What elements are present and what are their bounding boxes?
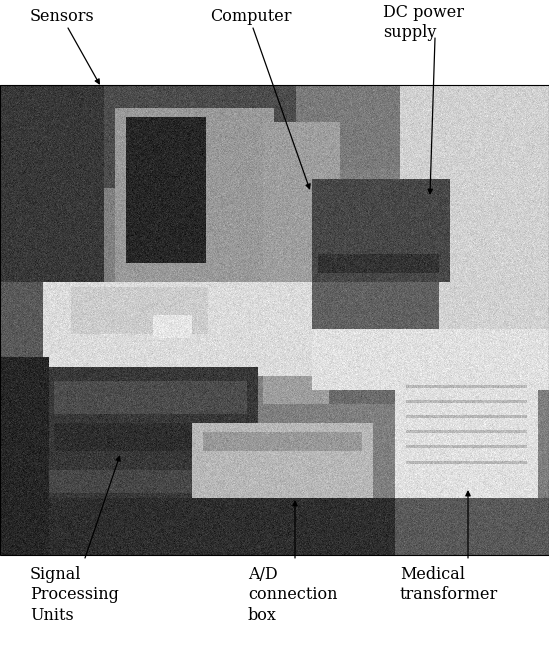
Text: Sensors: Sensors xyxy=(30,8,95,25)
Bar xyxy=(0,85,549,555)
Text: Computer: Computer xyxy=(210,8,292,25)
Text: DC power
supply: DC power supply xyxy=(383,4,464,41)
Text: Medical
transformer: Medical transformer xyxy=(400,566,498,603)
Text: Signal
Processing
Units: Signal Processing Units xyxy=(30,566,119,624)
Text: A/D
connection
box: A/D connection box xyxy=(248,566,338,624)
